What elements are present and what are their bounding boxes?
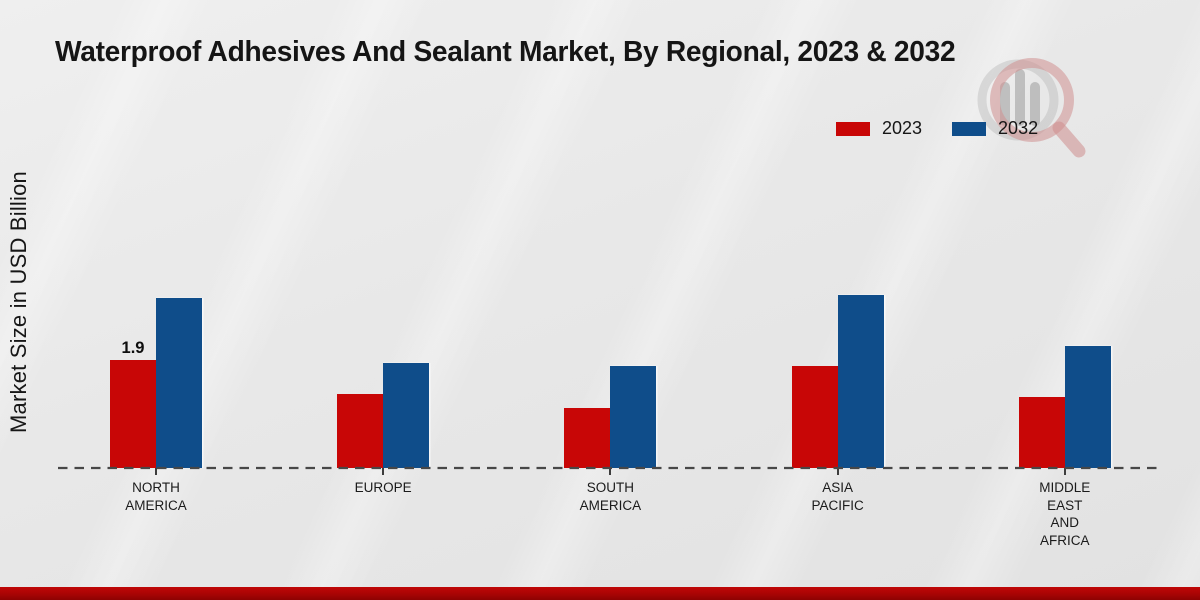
- bar-2032-europe: [383, 362, 430, 468]
- chart-title: Waterproof Adhesives And Sealant Market,…: [55, 36, 956, 68]
- x-axis-label-asia-pacific: ASIA PACIFIC: [811, 480, 864, 513]
- x-axis-tick-south-america: [609, 468, 612, 475]
- legend-item-2023: 2023: [836, 118, 922, 139]
- bar-2023-north-america: [110, 360, 156, 468]
- bar-2023-asia-pacific: [791, 365, 838, 468]
- x-axis-label-north-america: NORTH AMERICA: [125, 480, 187, 513]
- bar-2032-middle-east-and-africa: [1064, 345, 1111, 468]
- y-axis-title: Market Size in USD Billion: [6, 171, 31, 433]
- bar-value-label: 1.9: [121, 339, 145, 358]
- x-axis-label-south-america: SOUTH AMERICA: [579, 480, 642, 513]
- bar-2032-asia-pacific: [837, 294, 884, 468]
- bar-2032-north-america: [156, 297, 202, 468]
- footer-accent-bar: [0, 587, 1200, 600]
- x-axis-tick-asia-pacific: [836, 468, 839, 475]
- bar-2023-europe: [337, 394, 384, 468]
- legend-label-2023: 2023: [882, 118, 923, 138]
- bar-2032-south-america: [610, 365, 657, 468]
- x-axis-label-europe: EUROPE: [354, 480, 412, 495]
- legend-label-2032: 2032: [998, 118, 1039, 138]
- magnifier-bar-chart-logo: [977, 58, 1086, 158]
- x-axis-label-middle-east-and-africa: MIDDLE EAST AND AFRICA: [1039, 480, 1091, 548]
- legend-item-2032: 2032: [952, 118, 1038, 139]
- x-axis-tick-middle-east-and-africa: [1063, 468, 1066, 475]
- bar-2023-middle-east-and-africa: [1018, 396, 1065, 468]
- legend-swatch-2032: [952, 121, 987, 136]
- x-axis-tick-north-america: [155, 468, 157, 475]
- legend: 2023 2032: [836, 118, 1038, 139]
- legend-swatch-2023: [836, 121, 870, 136]
- bar-2023-south-america: [564, 408, 611, 468]
- x-axis-tick-europe: [382, 468, 385, 475]
